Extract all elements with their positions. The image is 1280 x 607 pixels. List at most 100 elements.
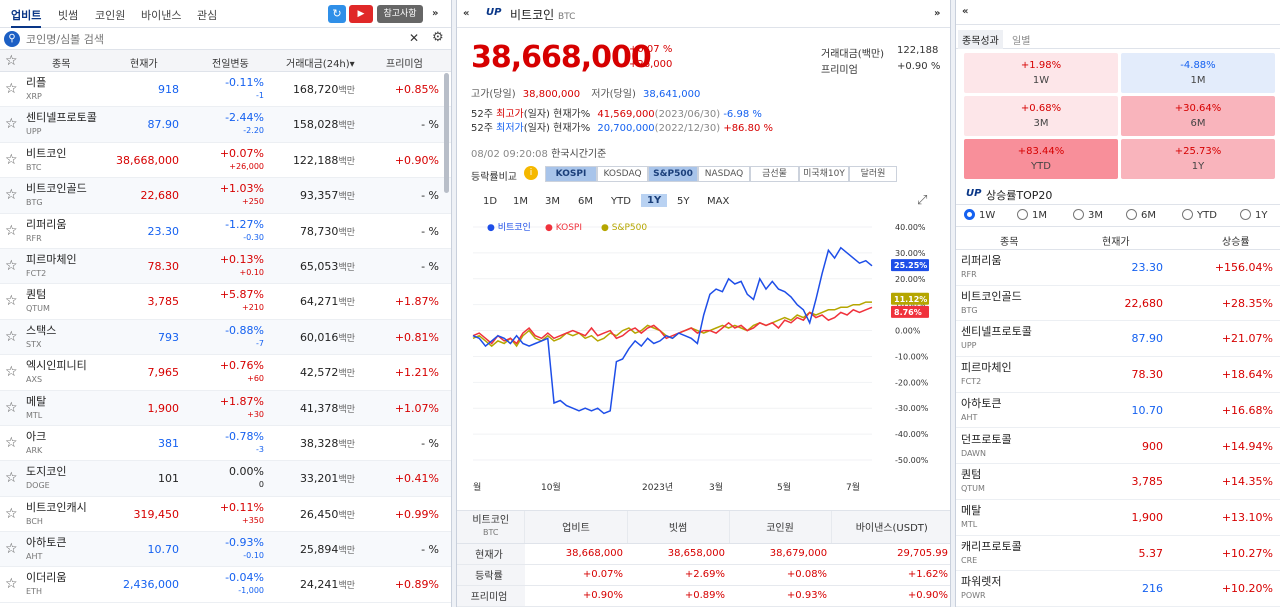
tab-binance[interactable]: 바이낸스 (141, 9, 182, 22)
top20-row[interactable]: 파워렛저 POWR 216 +10.20% (956, 571, 1280, 607)
period-1d-button[interactable]: 1D (483, 196, 498, 207)
coin-row[interactable]: ☆ 엑시인피니티 AXS 7,965 +0.76% +60 42,572백만 +1.21% (0, 355, 451, 391)
star-icon[interactable]: ☆ (5, 257, 18, 274)
tab-coinone[interactable]: 코인원 (95, 9, 126, 22)
radio-1m[interactable]: 1M (1017, 209, 1047, 221)
col-name[interactable]: 종목 (52, 59, 71, 70)
coin-name-text: 아크 (26, 429, 47, 443)
tab-favorites[interactable]: 관심 (197, 9, 218, 22)
compare--button[interactable]: 금선물 (750, 166, 799, 182)
top20-row[interactable]: 메탈 MTL 1,900 +13.10% (956, 500, 1280, 536)
star-icon[interactable]: ☆ (5, 53, 18, 69)
period-ytd-button[interactable]: YTD (611, 196, 631, 207)
market-list-panel: 업비트 빗썸 코인원 바이낸스 관심 ↻ ▶ 참고사항 » ⚲ ✕ ⚙ ☆ 종목… (0, 0, 452, 607)
star-icon[interactable]: ☆ (5, 364, 18, 381)
compare-kosdaq-button[interactable]: KOSDAQ (597, 166, 648, 182)
radio-1y[interactable]: 1Y (1240, 209, 1267, 221)
top20-row[interactable]: 캐리프로토콜 CRE 5.37 +10.27% (956, 536, 1280, 572)
top20-row[interactable]: 퀀텀 QTUM 3,785 +14.35% (956, 464, 1280, 500)
radio-6m[interactable]: 6M (1126, 209, 1156, 221)
coin-row[interactable]: ☆ 도지코인 DOGE 101 0.00% 0 33,201백만 +0.41% (0, 461, 451, 497)
star-icon[interactable]: ☆ (5, 187, 18, 204)
coin-row[interactable]: ☆ 센티넬프로토콜 UPP 87.90 -2.44% -2.20 158,028백만 - % (0, 107, 451, 143)
coin-row[interactable]: ☆ 리플 XRP 918 -0.11% -1 168,720백만 +0.85% (0, 72, 451, 108)
expand-left-icon[interactable]: « (463, 8, 470, 19)
col-premium[interactable]: 프리미엄 (386, 59, 423, 70)
performance-period: 1Y (1191, 161, 1205, 172)
top20-row[interactable]: 아하토큰 AHT 10.70 +16.68% (956, 393, 1280, 429)
tab-bithumb[interactable]: 빗썸 (58, 9, 79, 22)
star-icon[interactable]: ☆ (5, 541, 18, 558)
coin-name-text: 메탈 (26, 394, 47, 408)
search-input[interactable] (26, 30, 396, 48)
period-1y-button[interactable]: 1Y (641, 194, 668, 207)
star-icon[interactable]: ☆ (5, 116, 18, 133)
top20-row[interactable]: 던프로토콜 DAWN 900 +14.94% (956, 429, 1280, 465)
compare-sp500-button[interactable]: S&P500 (648, 166, 698, 182)
y-tick-label: -10.00% (895, 352, 929, 361)
refresh-icon[interactable]: ↻ (328, 5, 346, 23)
coin-row[interactable]: ☆ 스택스 STX 793 -0.88% -7 60,016백만 +0.81% (0, 319, 451, 356)
period-max-button[interactable]: MAX (707, 196, 730, 207)
tab-daily[interactable]: 일별 (1012, 36, 1031, 47)
change-amount: +350 (242, 515, 264, 525)
tab-upbit[interactable]: 업비트 (11, 7, 42, 28)
change-percent: -0.04% (225, 571, 264, 585)
collapse-right-icon[interactable]: » (934, 8, 941, 19)
star-icon[interactable]: ☆ (5, 151, 18, 168)
coin-row[interactable]: ☆ 퀀텀 QTUM 3,785 +5.87% +210 64,271백만 +1.87% (0, 284, 451, 320)
compare-nasdaq-button[interactable]: NASDAQ (698, 166, 750, 182)
coin-row[interactable]: ☆ 피르마체인 FCT2 78.30 +0.13% +0.10 65,053백만 - % (0, 248, 451, 285)
period-5y-button[interactable]: 5Y (677, 196, 690, 207)
compare-10y-button[interactable]: 미국채10Y (799, 166, 849, 182)
star-icon[interactable]: ☆ (5, 222, 18, 239)
y-tick-label: -40.00% (895, 430, 929, 439)
top20-row[interactable]: 리퍼리움 RFR 23.30 +156.04% (956, 250, 1280, 286)
col-change[interactable]: 전일변동 (212, 59, 249, 70)
coin-row[interactable]: ☆ 비트코인 BTC 38,668,000 +0.07% +26,000 122,188백만… (0, 143, 451, 179)
col-price[interactable]: 현재가 (130, 59, 158, 70)
top20-row[interactable]: 피르마체인 FCT2 78.30 +18.64% (956, 357, 1280, 393)
close-icon[interactable]: ✕ (409, 31, 420, 45)
scrollbar[interactable] (444, 73, 449, 193)
star-icon[interactable]: ☆ (5, 293, 18, 310)
top20-row[interactable]: 비트코인골드 BTG 22,680 +28.35% (956, 286, 1280, 322)
reference-button[interactable]: 참고사항 (377, 5, 423, 23)
coin-row[interactable]: ☆ 메탈 MTL 1,900 +1.87% +30 41,378백만 +1.07% (0, 390, 451, 426)
performance-tile: +1.98% 1W (964, 53, 1118, 93)
coin-row[interactable]: ☆ 비트코인캐시 BCH 319,450 +0.11% +350 26,450백만 +0.99… (0, 497, 451, 533)
coin-row[interactable]: ☆ 아하토큰 AHT 10.70 -0.93% -0.10 25,894백만 - % (0, 532, 451, 568)
x-tick-label: 10월 (541, 481, 561, 493)
coin-row[interactable]: ☆ 이더리움 ETH 2,436,000 -0.04% -1,000 24,241백만 +0.… (0, 567, 451, 603)
coin-rate: +28.35% (1221, 296, 1273, 310)
star-icon[interactable]: ☆ (5, 399, 18, 416)
top20-row[interactable]: 센티넬프로토콜 UPP 87.90 +21.07% (956, 321, 1280, 358)
period-3m-button[interactable]: 3M (545, 196, 560, 207)
star-icon[interactable]: ☆ (5, 328, 18, 345)
star-icon[interactable]: ☆ (5, 81, 18, 97)
fullscreen-icon[interactable]: ⤢ (917, 193, 928, 208)
period-1m-button[interactable]: 1M (513, 196, 528, 207)
coin-row[interactable]: ☆ 비트코인골드 BTG 22,680 +1.03% +250 93,357백만 - % (0, 178, 451, 214)
collapse-left-icon[interactable]: » (432, 8, 439, 19)
star-icon[interactable]: ☆ (5, 470, 18, 487)
tab-performance[interactable]: 종목성과 (958, 30, 1003, 49)
coin-row[interactable]: ☆ 아크 ARK 381 -0.78% -3 38,328백만 - % (0, 426, 451, 462)
col-volume[interactable]: 거래대금(24h)▾ (286, 59, 355, 70)
compare-kospi-button[interactable]: KOSPI (545, 166, 597, 182)
radio-3m[interactable]: 3M (1073, 209, 1103, 221)
period-6m-button[interactable]: 6M (578, 196, 593, 207)
youtube-icon[interactable]: ▶ (349, 5, 373, 23)
settings-icon[interactable]: ⚙ (432, 30, 444, 45)
radio-ytd[interactable]: YTD (1182, 209, 1217, 221)
expand-right-icon[interactable]: « (962, 6, 969, 17)
star-icon[interactable]: ☆ (5, 434, 18, 451)
star-icon[interactable]: ☆ (5, 505, 18, 522)
info-icon[interactable]: i (524, 166, 538, 180)
star-icon[interactable]: ☆ (5, 576, 18, 593)
coin-row[interactable]: ☆ 리퍼리움 RFR 23.30 -1.27% -0.30 78,730백만 - % (0, 214, 451, 249)
compare--button[interactable]: 달러원 (849, 166, 897, 182)
coin-rate: +21.07% (1221, 332, 1273, 346)
radio-1w[interactable]: 1W (964, 209, 995, 221)
search-icon[interactable]: ⚲ (4, 31, 20, 47)
